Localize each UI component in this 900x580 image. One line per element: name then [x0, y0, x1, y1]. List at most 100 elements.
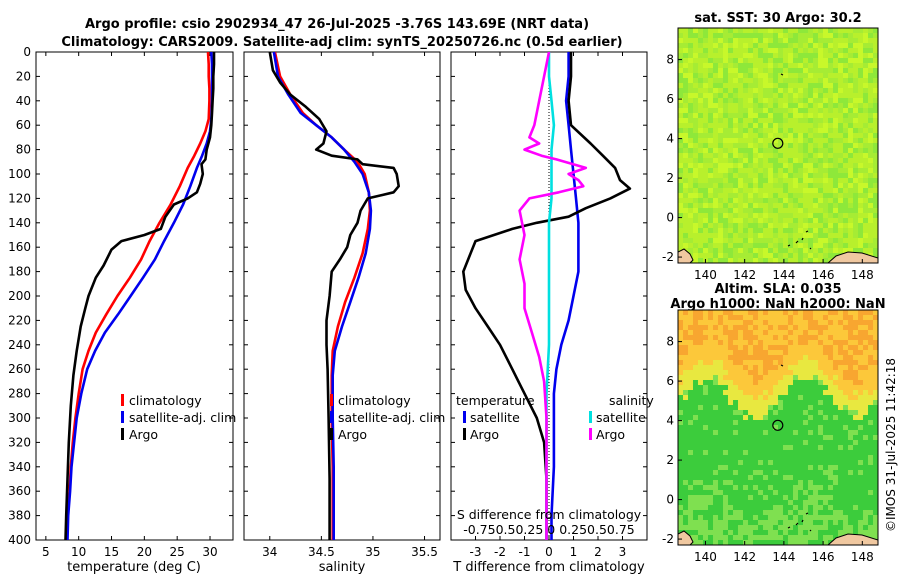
heatmap-cell [743, 425, 749, 431]
heatmap-cell [788, 233, 794, 239]
sst-heatmap [678, 28, 878, 263]
heatmap-cell [718, 450, 724, 456]
heatmap-cell [723, 345, 729, 351]
heatmap-cell [728, 435, 734, 441]
heatmap-cell [743, 540, 749, 545]
heatmap-cell [843, 335, 849, 341]
heatmap-cell [813, 138, 819, 144]
heatmap-cell [688, 208, 694, 214]
heatmap-cell [693, 340, 699, 346]
heatmap-cell [733, 340, 739, 346]
heatmap-cell [783, 360, 789, 366]
heatmap-cell [813, 390, 819, 396]
heatmap-cell [748, 193, 754, 199]
legend-label-sal-argo: Argo [596, 427, 625, 442]
heatmap-cell [743, 183, 749, 189]
heatmap-cell [808, 420, 814, 426]
heatmap-cell [763, 385, 769, 391]
heatmap-cell [873, 123, 878, 129]
heatmap-cell [723, 395, 729, 401]
heatmap-cell [753, 58, 759, 64]
heatmap-cell [843, 390, 849, 396]
heatmap-cell [763, 133, 769, 139]
heatmap-cell [828, 193, 834, 199]
heatmap-cell [868, 385, 874, 391]
heatmap-cell [768, 440, 774, 446]
heatmap-cell [838, 68, 844, 74]
heatmap-cell [873, 143, 878, 149]
heatmap-cell [693, 380, 699, 386]
heatmap-cell [723, 238, 729, 244]
heatmap-cell [833, 385, 839, 391]
heatmap-cell [703, 345, 709, 351]
heatmap-cell [788, 118, 794, 124]
heatmap-cell [823, 68, 829, 74]
heatmap-cell [788, 188, 794, 194]
heatmap-cell [703, 515, 709, 521]
heatmap-cell [713, 310, 719, 316]
heatmap-cell [678, 320, 684, 326]
heatmap-cell [728, 83, 734, 89]
heatmap-cell [848, 530, 854, 536]
heatmap-cell [773, 320, 779, 326]
heatmap-cell [738, 183, 744, 189]
heatmap-cell [803, 183, 809, 189]
heatmap-cell [783, 73, 789, 79]
heatmap-cell [783, 93, 789, 99]
heatmap-cell [818, 435, 824, 441]
heatmap-cell [838, 83, 844, 89]
heatmap-cell [698, 178, 704, 184]
heatmap-cell [718, 153, 724, 159]
heatmap-cell [743, 490, 749, 496]
heatmap-cell [858, 425, 864, 431]
heatmap-cell [708, 535, 714, 541]
heatmap-cell [708, 460, 714, 466]
heatmap-cell [848, 405, 854, 411]
sla-map-panel: Altim. SLA: 0.035 Argo h1000: NaN h2000:… [662, 282, 886, 564]
salinity-plot-area [243, 51, 441, 541]
heatmap-cell [703, 223, 709, 229]
heatmap-cell [713, 530, 719, 536]
heatmap-cell [793, 395, 799, 401]
sla-map-frame [677, 309, 879, 546]
heatmap-cell [788, 355, 794, 361]
heatmap-cell [778, 63, 784, 69]
heatmap-cell [688, 525, 694, 531]
heatmap-cell [683, 43, 689, 49]
heatmap-cell [703, 535, 709, 541]
heatmap-cell [768, 325, 774, 331]
heatmap-cell [848, 73, 854, 79]
heatmap-cell [858, 138, 864, 144]
heatmap-cell [758, 38, 764, 44]
heatmap-cell [798, 208, 804, 214]
heatmap-cell [783, 58, 789, 64]
heatmap-cell [773, 360, 779, 366]
heatmap-cell [713, 178, 719, 184]
heatmap-cell [853, 485, 859, 491]
heatmap-cell [723, 490, 729, 496]
heatmap-cell [718, 238, 724, 244]
map-x-tick-label: 146 [812, 268, 835, 282]
heatmap-cell [823, 375, 829, 381]
series-line-salinity-argo [518, 52, 588, 540]
heatmap-cell [783, 500, 789, 506]
heatmap-cell [858, 108, 864, 114]
heatmap-cell [748, 435, 754, 441]
heatmap-cell [813, 173, 819, 179]
heatmap-cell [723, 325, 729, 331]
heatmap-cell [858, 485, 864, 491]
heatmap-cell [763, 390, 769, 396]
heatmap-cell [873, 340, 878, 346]
x-tick-label: 20 [137, 545, 152, 559]
heatmap-cell [743, 133, 749, 139]
heatmap-cell [748, 208, 754, 214]
heatmap-cell [768, 183, 774, 189]
heatmap-cell [763, 63, 769, 69]
heatmap-cell [773, 238, 779, 244]
temperature-plot-area [35, 51, 234, 541]
figure-title-line1: Argo profile: csio 2902934_47 26-Jul-202… [85, 17, 589, 32]
heatmap-cell [683, 193, 689, 199]
heatmap-cell [758, 243, 764, 249]
heatmap-cell [828, 445, 834, 451]
heatmap-cell [858, 520, 864, 526]
